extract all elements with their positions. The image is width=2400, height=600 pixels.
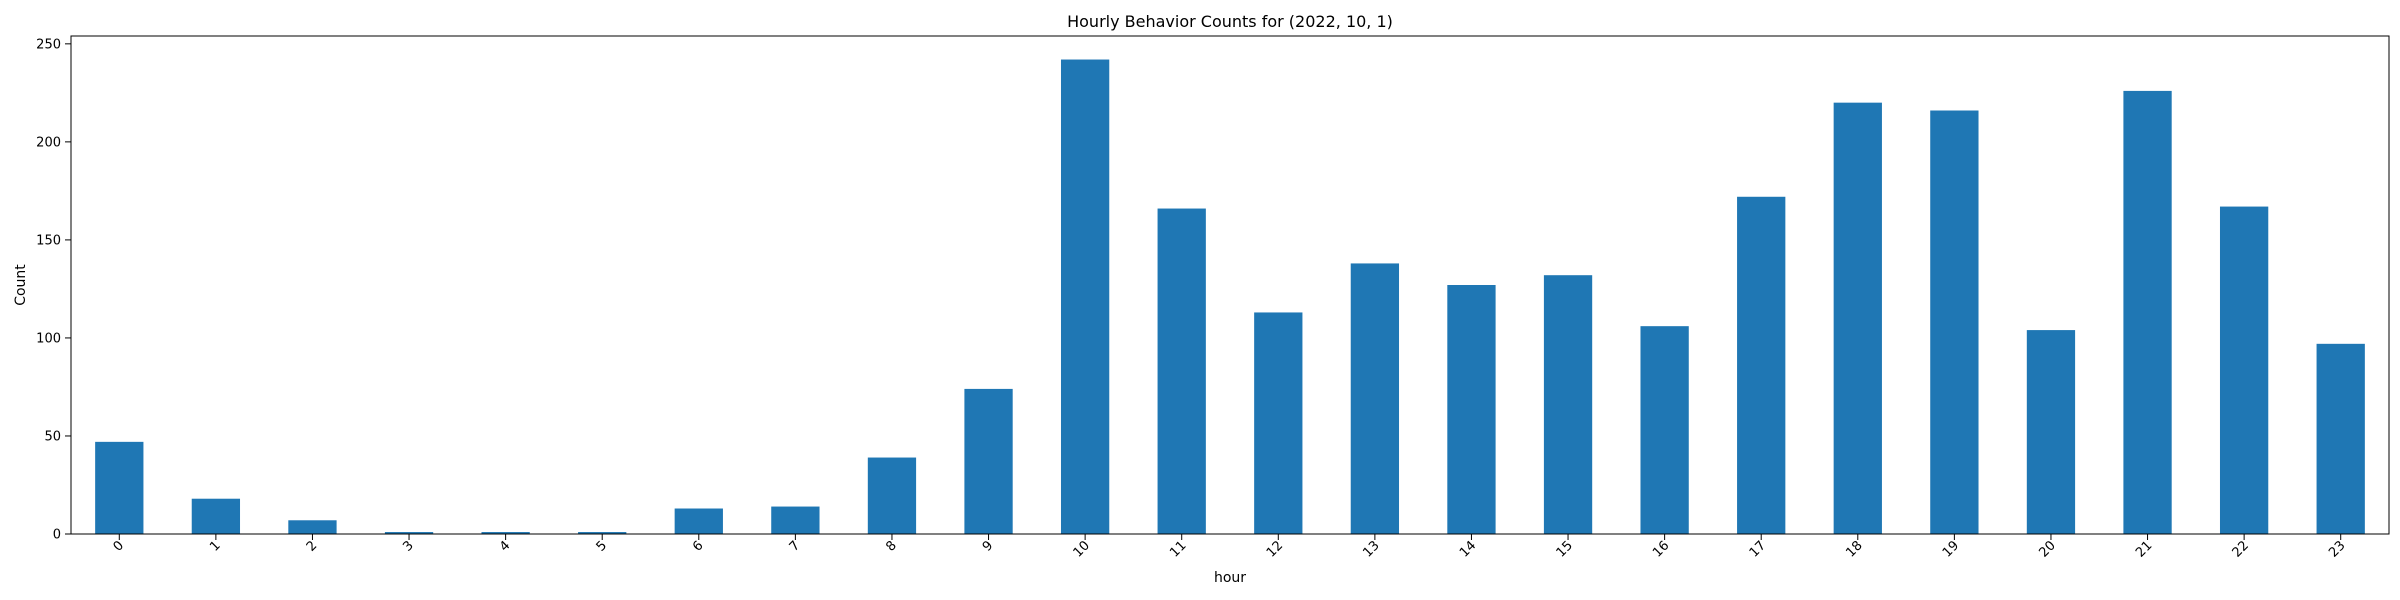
bar-hour-9 xyxy=(964,388,1013,534)
bar-hour-6 xyxy=(674,508,723,534)
bar-hour-2 xyxy=(288,520,337,534)
bar-hour-3 xyxy=(384,532,434,534)
y-tick-label: 50 xyxy=(44,429,61,444)
x-tick-label: 7 xyxy=(787,538,803,554)
x-tick-label: 17 xyxy=(1747,538,1769,560)
bar-hour-16 xyxy=(1640,326,1689,534)
bar-hour-21 xyxy=(2123,90,2172,535)
y-axis-label: Count xyxy=(13,264,29,306)
y-tick-label: 150 xyxy=(36,233,61,248)
x-tick-label: 12 xyxy=(1264,538,1286,560)
x-tick-label: 19 xyxy=(1940,538,1962,560)
x-axis-ticks: 0 1 2 3 4 5 6 7 8 9 10 11 12 13 14 15 16 17 18 19 20 21 22 23 xyxy=(111,534,2349,561)
bar-hour-1 xyxy=(191,498,241,534)
bar-group xyxy=(95,59,2365,535)
bar-hour-8 xyxy=(867,457,917,534)
chart-title: Hourly Behavior Counts for (2022, 10, 1) xyxy=(1067,12,1393,31)
x-tick-label: 3 xyxy=(400,538,416,554)
y-tick-label: 100 xyxy=(36,331,61,346)
plot-frame xyxy=(70,35,2390,535)
x-tick-label: 0 xyxy=(111,538,127,554)
bar-hour-20 xyxy=(2026,330,2076,534)
x-tick-label: 18 xyxy=(1843,538,1865,560)
bar-hour-22 xyxy=(2219,206,2269,534)
x-tick-label: 2 xyxy=(304,538,320,554)
x-axis-label: hour xyxy=(1214,570,1246,586)
x-tick-label: 4 xyxy=(497,538,513,554)
bar-hour-18 xyxy=(1833,102,1882,534)
bar-hour-17 xyxy=(1737,196,1786,534)
bar-hour-5 xyxy=(578,532,627,534)
bar-hour-0 xyxy=(95,441,144,534)
y-tick-label: 200 xyxy=(36,135,61,150)
x-tick-label: 20 xyxy=(2036,538,2058,560)
x-tick-label: 6 xyxy=(690,538,706,554)
x-tick-label: 22 xyxy=(2230,538,2252,560)
bar-hour-19 xyxy=(1930,110,1979,534)
bar-hour-15 xyxy=(1543,275,1593,534)
bar-hour-14 xyxy=(1447,285,1496,534)
x-tick-label: 5 xyxy=(594,538,610,554)
bar-hour-4 xyxy=(481,532,530,534)
x-tick-label: 9 xyxy=(980,538,996,554)
x-tick-label: 1 xyxy=(207,538,223,554)
x-tick-label: 15 xyxy=(1554,538,1576,560)
x-tick-label: 13 xyxy=(1360,538,1382,560)
x-tick-label: 8 xyxy=(883,538,899,554)
x-tick-label: 21 xyxy=(2133,538,2155,560)
y-tick-label: 250 xyxy=(36,37,61,52)
x-tick-label: 23 xyxy=(2326,538,2348,560)
bar-hour-23 xyxy=(2316,343,2365,534)
x-tick-label: 10 xyxy=(1071,538,1093,560)
bar-hour-7 xyxy=(771,506,820,534)
bar-hour-12 xyxy=(1254,312,1303,534)
x-tick-label: 11 xyxy=(1167,538,1189,560)
x-tick-label: 16 xyxy=(1650,538,1672,560)
y-axis-ticks: 0 50 100 150 200 250 xyxy=(36,37,71,543)
bar-hour-11 xyxy=(1157,208,1206,535)
x-tick-label: 14 xyxy=(1457,538,1479,560)
bar-hour-10 xyxy=(1060,59,1110,534)
y-tick-label: 0 xyxy=(53,528,61,543)
bar-hour-13 xyxy=(1350,263,1400,534)
